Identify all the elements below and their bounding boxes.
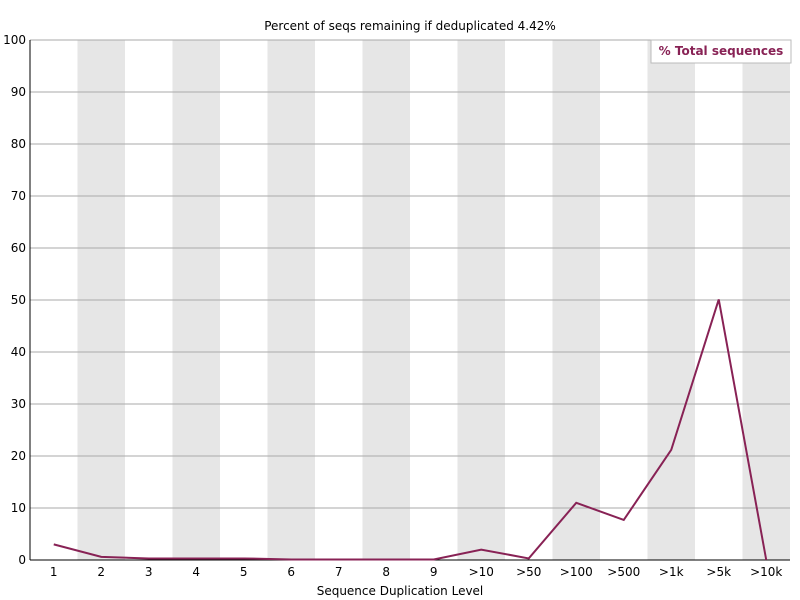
x-axis-ticks: 1 2 3 4 5 6 7 8 9 >10 >50 >100 >500 >1k >5k >10k (50, 565, 783, 579)
y-tick-label: 90 (11, 85, 26, 99)
chart-title: Percent of seqs remaining if deduplicate… (264, 19, 556, 33)
legend: % Total sequences (650, 39, 792, 64)
x-tick-label: 8 (382, 565, 390, 579)
x-tick-label: 6 (287, 565, 295, 579)
x-tick-label: 3 (145, 565, 153, 579)
legend-box (650, 39, 792, 64)
x-tick-label: 2 (97, 565, 105, 579)
y-tick-label: 60 (11, 241, 26, 255)
x-tick-label: >50 (516, 565, 541, 579)
series-layer (53, 299, 768, 561)
x-tick-label: >5k (706, 565, 731, 579)
x-tick-label: 7 (335, 565, 343, 579)
x-tick-label: 1 (50, 565, 58, 579)
x-tick-label: 9 (430, 565, 438, 579)
y-tick-label: 20 (11, 449, 26, 463)
x-tick-label: 5 (240, 565, 248, 579)
y-tick-label: 50 (11, 293, 26, 307)
y-tick-label: 40 (11, 345, 26, 359)
legend-entry: % Total sequences (659, 44, 784, 58)
x-tick-label: >10 (469, 565, 494, 579)
series-line (53, 299, 768, 561)
x-tick-label: >100 (560, 565, 593, 579)
gridlines (30, 39, 790, 509)
y-tick-label: 30 (11, 397, 26, 411)
x-tick-label: >1k (659, 565, 684, 579)
y-tick-label: 10 (11, 501, 26, 515)
x-tick-label: >500 (607, 565, 640, 579)
y-axis-ticks: 0 10 20 30 40 50 60 70 80 90 100 (3, 33, 26, 567)
y-tick-label: 0 (18, 553, 26, 567)
x-tick-label: 4 (192, 565, 200, 579)
x-axis-label: Sequence Duplication Level (317, 584, 484, 598)
x-tick-label: >10k (750, 565, 782, 579)
y-tick-label: 70 (11, 189, 26, 203)
y-tick-label: 100 (3, 33, 26, 47)
y-tick-label: 80 (11, 137, 26, 151)
